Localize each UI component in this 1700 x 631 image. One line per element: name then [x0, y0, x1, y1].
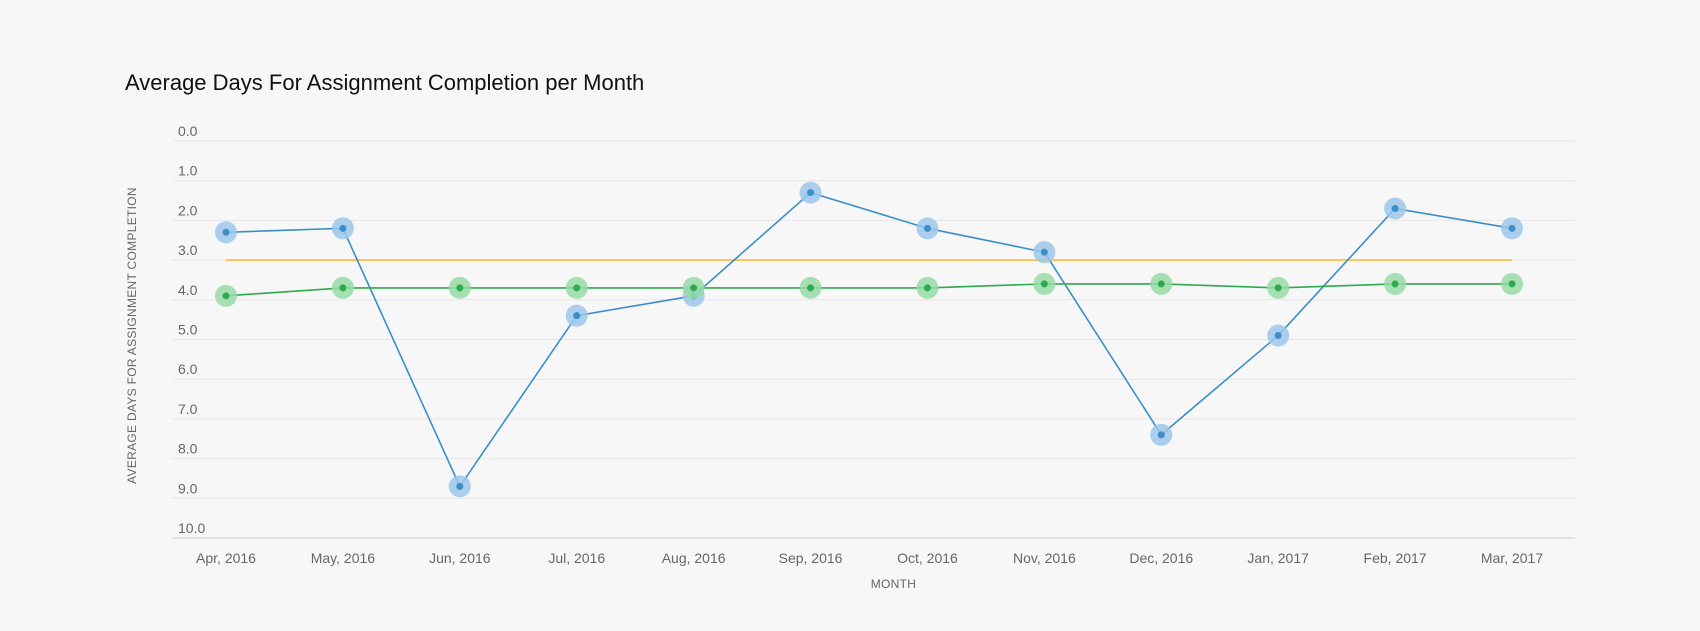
- grid-lines: [172, 140, 1575, 539]
- data-point[interactable]: [456, 284, 464, 292]
- y-tick-label: 0.0: [178, 123, 198, 139]
- x-tick-label: Aug, 2016: [662, 550, 726, 566]
- data-point[interactable]: [1508, 224, 1516, 232]
- y-axis-ticks: 0.0 1.0 2.0 3.0 4.0 5.0 6.0 7.0 8.0 9.0 10.0: [178, 123, 205, 536]
- data-point[interactable]: [1391, 204, 1399, 212]
- x-tick-label: Sep, 2016: [779, 550, 843, 566]
- data-point[interactable]: [807, 284, 815, 292]
- y-tick-label: 2.0: [178, 202, 198, 218]
- data-point[interactable]: [1391, 280, 1399, 288]
- data-point[interactable]: [222, 292, 230, 300]
- y-tick-label: 6.0: [178, 361, 198, 377]
- data-point[interactable]: [807, 189, 815, 197]
- x-tick-label: Oct, 2016: [897, 550, 958, 566]
- x-tick-label: Dec, 2016: [1129, 550, 1193, 566]
- x-tick-label: Feb, 2017: [1364, 550, 1427, 566]
- series-lines: [225, 191, 1513, 489]
- data-point[interactable]: [573, 312, 581, 320]
- y-tick-label: 8.0: [178, 441, 198, 457]
- x-tick-label: Mar, 2017: [1481, 550, 1543, 566]
- x-tick-label: May, 2016: [311, 550, 376, 566]
- data-point[interactable]: [690, 284, 698, 292]
- x-axis-title: MONTH: [871, 577, 917, 591]
- y-tick-label: 3.0: [178, 242, 198, 258]
- data-point[interactable]: [339, 284, 347, 292]
- x-tick-label: Jul, 2016: [548, 550, 605, 566]
- series-line-2: [225, 283, 1512, 297]
- x-tick-label: Jan, 2017: [1247, 550, 1309, 566]
- y-tick-label: 10.0: [178, 520, 205, 536]
- y-tick-label: 4.0: [178, 282, 198, 298]
- series-line-1: [225, 191, 1513, 489]
- chart-title: Average Days For Assignment Completion p…: [125, 70, 645, 95]
- data-point[interactable]: [339, 224, 347, 232]
- data-point[interactable]: [573, 284, 581, 292]
- x-tick-label: Jun, 2016: [429, 550, 491, 566]
- data-points: [215, 181, 1523, 498]
- data-point[interactable]: [923, 224, 931, 232]
- y-axis-title: AVERAGE DAYS FOR ASSIGNMENT COMPLETION: [125, 187, 139, 484]
- x-tick-label: Apr, 2016: [196, 550, 256, 566]
- data-point[interactable]: [222, 228, 230, 236]
- y-tick-label: 5.0: [178, 322, 198, 338]
- data-point[interactable]: [456, 482, 464, 490]
- data-point[interactable]: [1040, 248, 1048, 256]
- data-point[interactable]: [1040, 280, 1048, 288]
- y-tick-label: 1.0: [178, 163, 198, 179]
- data-point[interactable]: [1274, 332, 1282, 340]
- data-point[interactable]: [1508, 280, 1516, 288]
- y-tick-label: 7.0: [178, 401, 198, 417]
- data-point[interactable]: [1274, 284, 1282, 292]
- data-point[interactable]: [1157, 431, 1165, 439]
- x-tick-label: Nov, 2016: [1013, 550, 1076, 566]
- y-tick-label: 9.0: [178, 480, 198, 496]
- data-point[interactable]: [923, 284, 931, 292]
- data-point[interactable]: [1157, 280, 1165, 288]
- x-axis-ticks: Apr, 2016 May, 2016 Jun, 2016 Jul, 2016 Aug,…: [196, 550, 1543, 566]
